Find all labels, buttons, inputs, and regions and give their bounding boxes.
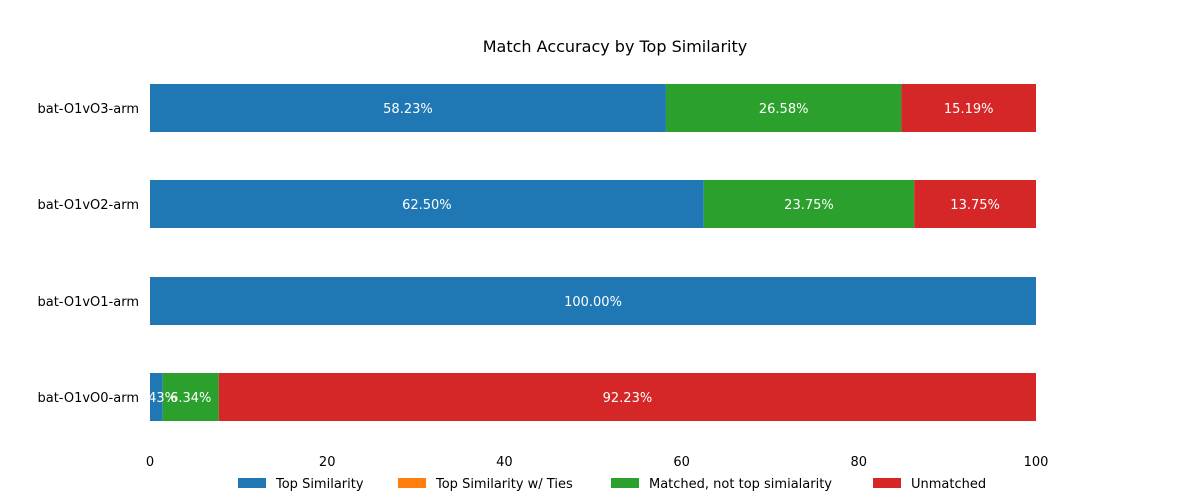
bar-value-label: 13.75% <box>950 198 1000 213</box>
x-tick-label: 0 <box>146 455 154 470</box>
bar-labels-layer: 1.43%6.34% 92.23% 100.00% 62.50% 23.75% 13.75… <box>136 102 1000 406</box>
legend-label: Unmatched <box>911 477 986 492</box>
x-tick-label: 20 <box>319 455 336 470</box>
bar-value-label: 15.19% <box>944 102 994 117</box>
x-tick-label: 40 <box>496 455 513 470</box>
x-axis: 0 20 40 60 80 100 <box>146 455 1049 470</box>
legend-swatch <box>611 478 639 488</box>
x-tick-label: 80 <box>851 455 868 470</box>
legend-item: Top Similarity w/ Ties <box>398 477 573 492</box>
y-axis: bat-O1vO0-arm bat-O1vO1-arm bat-O1vO2-arm b… <box>37 102 139 406</box>
bar-segment <box>665 84 902 132</box>
bar-value-label: 6.34% <box>170 391 211 406</box>
legend-label: Top Similarity <box>275 477 364 492</box>
legend-item: Top Similarity <box>238 477 364 492</box>
y-tick-label: bat-O1vO2-arm <box>37 198 139 213</box>
legend-item: Unmatched <box>873 477 986 492</box>
bar-value-label: 26.58% <box>759 102 809 117</box>
bar-segment <box>150 277 1036 325</box>
bar-value-label: 58.23% <box>383 102 433 117</box>
bar-segment <box>703 180 915 228</box>
legend-label: Top Similarity w/ Ties <box>435 477 573 492</box>
chart-title: Match Accuracy by Top Similarity <box>483 37 747 56</box>
bar-segment <box>162 373 219 421</box>
bar-value-label: 1.43% <box>136 391 177 406</box>
legend-swatch <box>873 478 901 488</box>
legend-swatch <box>398 478 426 488</box>
legend-item: Matched, not top simialarity <box>611 477 832 492</box>
legend-label: Matched, not top simialarity <box>649 477 832 492</box>
bar-value-label: 62.50% <box>402 198 452 213</box>
y-tick-label: bat-O1vO0-arm <box>37 391 139 406</box>
bar-value-label: 23.75% <box>784 198 834 213</box>
bar-value-label: 92.23% <box>603 391 653 406</box>
legend: Top Similarity Top Similarity w/ Ties Matc… <box>238 477 986 492</box>
x-tick-label: 100 <box>1024 455 1049 470</box>
bar-value-label: 100.00% <box>564 295 622 310</box>
legend-swatch <box>238 478 266 488</box>
y-tick-label: bat-O1vO1-arm <box>37 295 139 310</box>
bar-segment <box>901 84 1036 132</box>
bar-segment <box>914 180 1036 228</box>
bars-layer <box>150 84 1037 421</box>
y-tick-label: bat-O1vO3-arm <box>37 102 139 117</box>
bar-segment <box>218 373 1037 421</box>
x-tick-label: 60 <box>673 455 690 470</box>
bar-segment <box>150 180 704 228</box>
bar-segment <box>150 373 163 421</box>
bar-segment <box>150 84 666 132</box>
